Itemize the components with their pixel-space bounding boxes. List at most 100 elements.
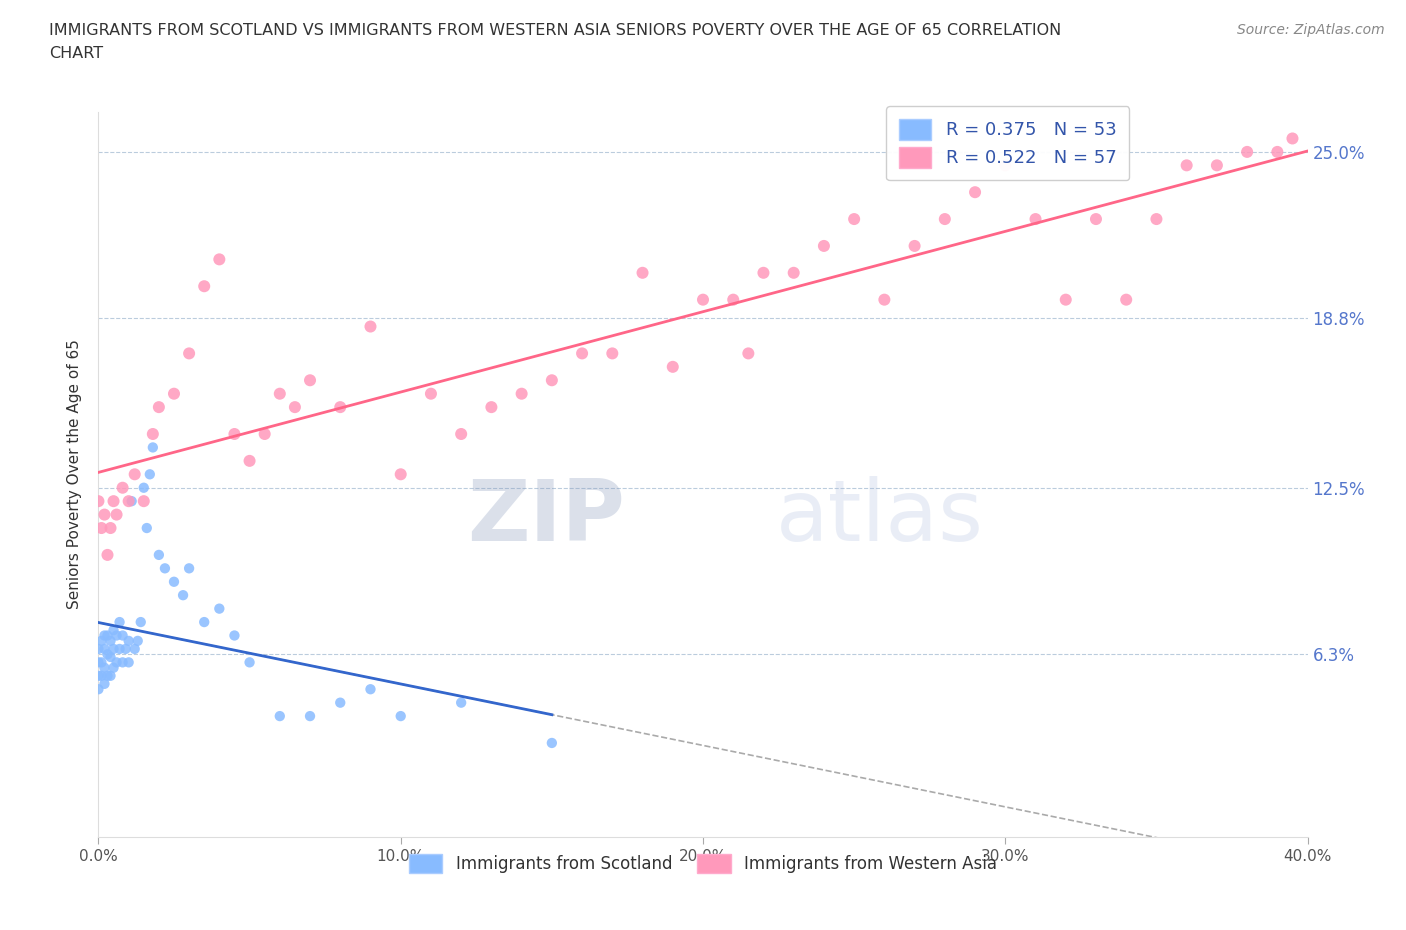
Point bbox=[111, 480, 134, 495]
Point bbox=[540, 736, 562, 751]
Point bbox=[87, 642, 110, 657]
Point bbox=[737, 346, 759, 361]
Point bbox=[103, 660, 125, 675]
Legend: Immigrants from Scotland, Immigrants from Western Asia: Immigrants from Scotland, Immigrants fro… bbox=[402, 847, 1004, 880]
Point bbox=[108, 615, 131, 630]
Point bbox=[450, 427, 472, 442]
Point bbox=[90, 669, 112, 684]
Point bbox=[93, 628, 115, 643]
Point bbox=[420, 386, 443, 401]
Point bbox=[661, 359, 683, 374]
Point bbox=[100, 669, 122, 684]
Point bbox=[602, 346, 624, 361]
Point bbox=[844, 212, 866, 227]
Point bbox=[87, 655, 110, 670]
Point bbox=[1281, 131, 1303, 146]
Point bbox=[299, 373, 322, 388]
Point bbox=[135, 521, 157, 536]
Point bbox=[481, 400, 503, 415]
Point bbox=[284, 400, 307, 415]
Point bbox=[329, 696, 352, 711]
Point bbox=[163, 386, 186, 401]
Point bbox=[103, 642, 125, 657]
Text: Source: ZipAtlas.com: Source: ZipAtlas.com bbox=[1237, 23, 1385, 37]
Point bbox=[93, 642, 115, 657]
Point bbox=[934, 212, 956, 227]
Point bbox=[105, 628, 128, 643]
Point bbox=[692, 292, 714, 307]
Point bbox=[100, 521, 122, 536]
Point bbox=[103, 494, 125, 509]
Point bbox=[105, 655, 128, 670]
Point bbox=[994, 158, 1017, 173]
Point bbox=[540, 373, 562, 388]
Point bbox=[93, 507, 115, 522]
Point bbox=[299, 709, 322, 724]
Point bbox=[148, 548, 170, 563]
Point bbox=[389, 467, 412, 482]
Point bbox=[1144, 212, 1167, 227]
Point bbox=[90, 521, 112, 536]
Point bbox=[631, 265, 654, 280]
Point bbox=[87, 682, 110, 697]
Point bbox=[208, 601, 231, 616]
Point bbox=[90, 655, 112, 670]
Point bbox=[571, 346, 593, 361]
Point bbox=[193, 279, 215, 294]
Point bbox=[965, 185, 987, 200]
Point bbox=[87, 669, 110, 684]
Point bbox=[96, 628, 118, 643]
Point bbox=[129, 615, 152, 630]
Point bbox=[723, 292, 745, 307]
Text: atlas: atlas bbox=[776, 476, 984, 559]
Point bbox=[96, 669, 118, 684]
Point bbox=[813, 238, 835, 253]
Text: IMMIGRANTS FROM SCOTLAND VS IMMIGRANTS FROM WESTERN ASIA SENIORS POVERTY OVER TH: IMMIGRANTS FROM SCOTLAND VS IMMIGRANTS F… bbox=[49, 23, 1062, 38]
Point bbox=[179, 561, 201, 576]
Point bbox=[1206, 158, 1229, 173]
Point bbox=[224, 628, 246, 643]
Point bbox=[1024, 212, 1046, 227]
Point bbox=[450, 696, 472, 711]
Point bbox=[100, 649, 122, 664]
Point bbox=[114, 642, 136, 657]
Point bbox=[179, 346, 201, 361]
Point bbox=[118, 655, 141, 670]
Point bbox=[124, 467, 146, 482]
Point bbox=[108, 642, 131, 657]
Point bbox=[111, 628, 134, 643]
Point bbox=[510, 386, 533, 401]
Text: ZIP: ZIP bbox=[467, 476, 624, 559]
Point bbox=[127, 633, 149, 648]
Point bbox=[360, 319, 382, 334]
Point bbox=[142, 427, 165, 442]
Point bbox=[121, 494, 143, 509]
Point bbox=[96, 548, 118, 563]
Point bbox=[239, 454, 262, 469]
Point bbox=[783, 265, 806, 280]
Point bbox=[360, 682, 382, 697]
Point bbox=[105, 507, 128, 522]
Point bbox=[111, 655, 134, 670]
Point bbox=[1175, 158, 1198, 173]
Point bbox=[239, 655, 262, 670]
Point bbox=[100, 633, 122, 648]
Point bbox=[118, 633, 141, 648]
Point bbox=[1115, 292, 1137, 307]
Point bbox=[124, 642, 146, 657]
Point bbox=[193, 615, 215, 630]
Point bbox=[90, 633, 112, 648]
Point bbox=[148, 400, 170, 415]
Point bbox=[118, 494, 141, 509]
Point bbox=[269, 709, 291, 724]
Text: CHART: CHART bbox=[49, 46, 103, 61]
Point bbox=[139, 467, 162, 482]
Point bbox=[93, 676, 115, 691]
Point bbox=[172, 588, 194, 603]
Point bbox=[132, 494, 155, 509]
Point bbox=[224, 427, 246, 442]
Y-axis label: Seniors Poverty Over the Age of 65: Seniors Poverty Over the Age of 65 bbox=[67, 339, 83, 609]
Point bbox=[163, 575, 186, 590]
Point bbox=[389, 709, 412, 724]
Point bbox=[132, 480, 155, 495]
